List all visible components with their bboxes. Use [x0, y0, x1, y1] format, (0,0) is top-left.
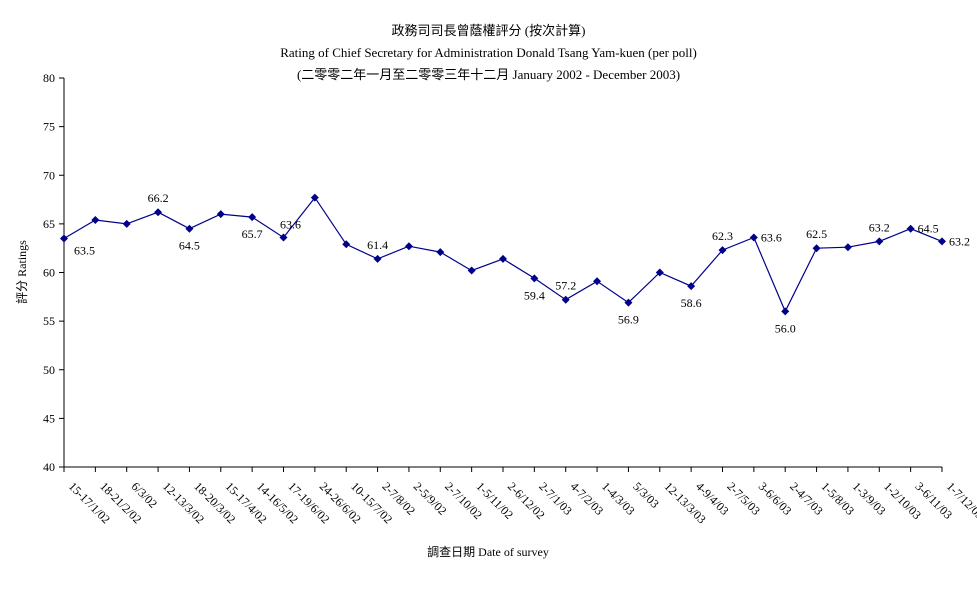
chart-title: 政務司司長曾蔭權評分 (按次計算): [391, 23, 586, 38]
y-axis-ticks: 40 45 50 55 60 65 70 75 80: [43, 71, 64, 474]
x-tick-label: 4-7/2/03: [568, 479, 607, 518]
data-point: [561, 295, 570, 304]
y-tick-label: 50: [43, 363, 55, 377]
data-point: [812, 244, 821, 253]
x-axis-label: 調查日期 Date of survey: [427, 545, 549, 559]
data-point: [279, 233, 288, 242]
y-tick-label: 75: [43, 120, 55, 134]
data-point: [906, 224, 915, 233]
data-label: 62.3: [712, 229, 733, 243]
data-point: [91, 215, 100, 224]
data-point: [875, 237, 884, 246]
chart-subtitle: Rating of Chief Secretary for Administra…: [280, 45, 697, 60]
axes: [63, 78, 942, 468]
x-tick-label: 1-5/8/03: [818, 479, 857, 518]
data-point: [530, 274, 539, 283]
y-tick-label: 45: [43, 411, 55, 425]
data-label: 56.0: [775, 321, 796, 335]
x-tick-label: 1-3/9/03: [850, 479, 889, 518]
data-label: 63.2: [949, 234, 970, 248]
series-line: [60, 193, 946, 316]
x-tick-label: 2-4/7/03: [787, 479, 826, 518]
data-label: 58.6: [681, 296, 702, 310]
x-tick-label: 1-4/3/03: [599, 479, 638, 518]
data-point: [122, 219, 131, 228]
data-label: 62.5: [806, 227, 827, 241]
data-label: 63.5: [74, 243, 95, 257]
y-tick-label: 55: [43, 314, 55, 328]
data-point: [938, 237, 946, 246]
data-label: 63.2: [869, 220, 890, 234]
data-label: 66.2: [148, 191, 169, 205]
y-tick-label: 80: [43, 71, 55, 85]
data-point: [373, 254, 382, 263]
data-point: [436, 248, 445, 257]
data-point: [342, 240, 351, 249]
data-point: [154, 208, 163, 217]
series-line-path: [63, 196, 943, 313]
data-point: [624, 298, 633, 307]
y-tick-label: 40: [43, 460, 55, 474]
data-point: [248, 213, 257, 222]
y-tick-label: 60: [43, 266, 55, 280]
data-label: 56.9: [618, 313, 639, 327]
data-point: [310, 193, 319, 202]
data-label: 64.5: [179, 239, 200, 253]
y-axis-label: 評分 Ratings: [14, 240, 29, 304]
data-point: [60, 234, 68, 243]
data-label: 64.5: [918, 222, 939, 236]
data-labels: 63.5 66.2 64.5 65.7 63.6 61.4 59.4 57.2 56.9 58.6…: [74, 191, 970, 335]
data-point: [216, 210, 225, 219]
data-label: 63.6: [280, 217, 301, 231]
data-label: 63.6: [761, 230, 782, 244]
data-point: [781, 307, 790, 316]
data-point: [185, 224, 194, 233]
y-tick-label: 70: [43, 168, 55, 182]
data-point: [593, 277, 602, 286]
chart-subtitle-date-range: (二零零二年一月至二零零三年十二月 January 2002 - Decembe…: [296, 67, 681, 82]
data-point: [687, 282, 696, 291]
data-point: [655, 268, 664, 277]
data-label: 59.4: [524, 288, 545, 302]
data-label: 57.2: [555, 279, 576, 293]
x-tick-label: 2-5/9/02: [411, 479, 450, 518]
data-point: [467, 266, 476, 275]
data-point: [843, 243, 852, 252]
data-point: [749, 233, 758, 242]
data-label: 65.7: [242, 227, 263, 241]
data-point: [499, 254, 507, 263]
data-point: [404, 242, 413, 251]
data-label: 61.4: [367, 238, 388, 252]
y-tick-label: 65: [43, 217, 55, 231]
x-tick-label: 3-6/6/03: [756, 479, 795, 518]
x-tick-label: 2-7/5/03: [724, 479, 763, 518]
data-point: [718, 246, 727, 255]
